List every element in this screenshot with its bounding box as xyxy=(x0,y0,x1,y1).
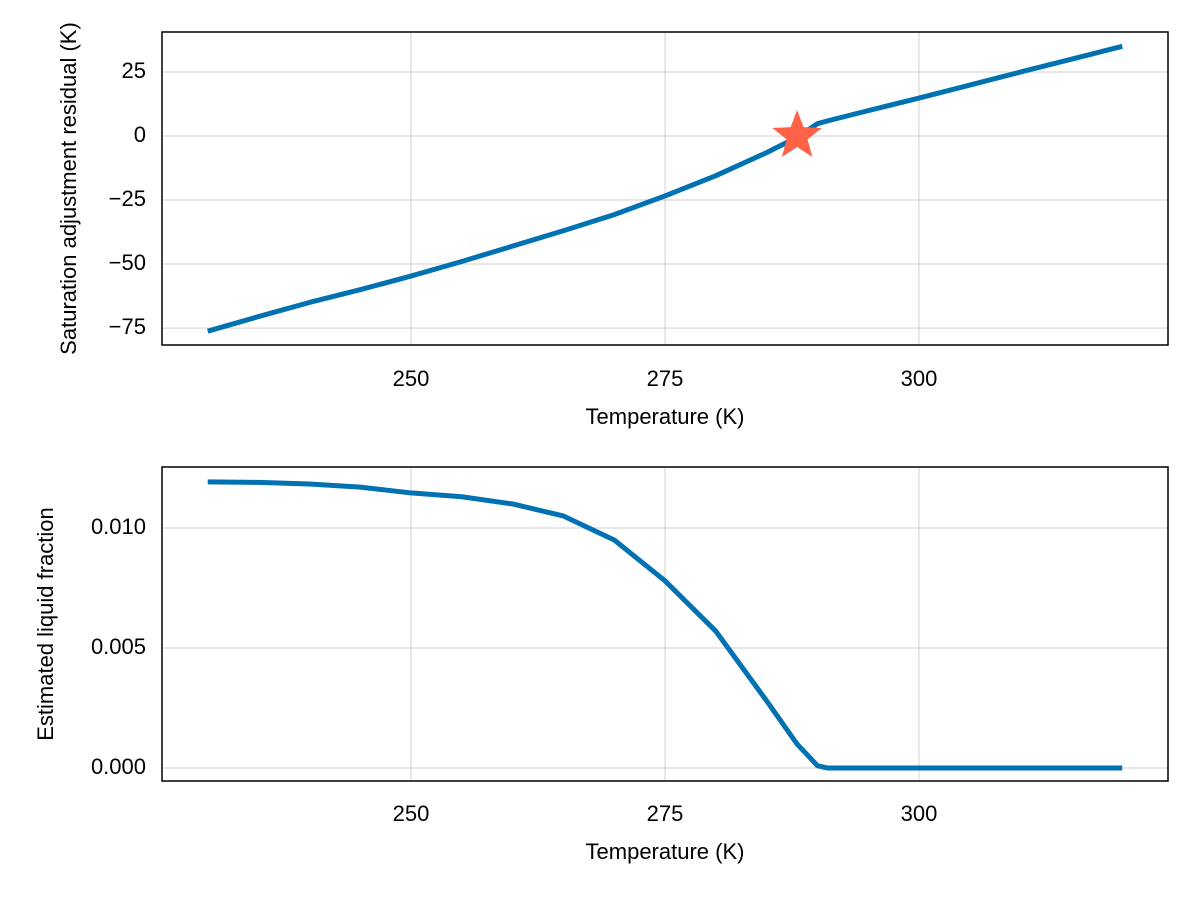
y-tick-label: −25 xyxy=(109,186,146,211)
y-tick-label: 0.005 xyxy=(91,634,146,659)
y-tick-label: 0.000 xyxy=(91,754,146,779)
data-line xyxy=(207,479,1123,771)
x-tick-label: 275 xyxy=(647,366,684,391)
y-tick-label: −75 xyxy=(109,314,146,339)
x-tick-label: 275 xyxy=(647,801,684,826)
x-tick-label: 300 xyxy=(901,366,938,391)
data-line xyxy=(207,43,1123,334)
plot-frame xyxy=(161,31,1169,346)
x-tick-label: 250 xyxy=(393,801,430,826)
star-marker xyxy=(772,109,822,158)
y-tick-label: 25 xyxy=(122,58,146,83)
subplot: 250 275 300 0.000 0.005 0.010 Temperature (K) E… xyxy=(33,466,1169,864)
y-tick-label: 0 xyxy=(134,122,146,147)
y-tick-label: 0.010 xyxy=(91,514,146,539)
y-axis-label: Saturation adjustment residual (K) xyxy=(56,22,81,355)
subplot: 250 275 300 −75 −50 −25 0 25 Temperature (K) Satu… xyxy=(56,22,1169,429)
y-axis-label: Estimated liquid fraction xyxy=(33,507,58,741)
plot-frame xyxy=(161,466,1169,782)
x-axis-label: Temperature (K) xyxy=(586,404,745,429)
x-tick-label: 300 xyxy=(901,801,938,826)
y-tick-label: −50 xyxy=(109,250,146,275)
x-tick-label: 250 xyxy=(393,366,430,391)
x-axis-label: Temperature (K) xyxy=(586,839,745,864)
